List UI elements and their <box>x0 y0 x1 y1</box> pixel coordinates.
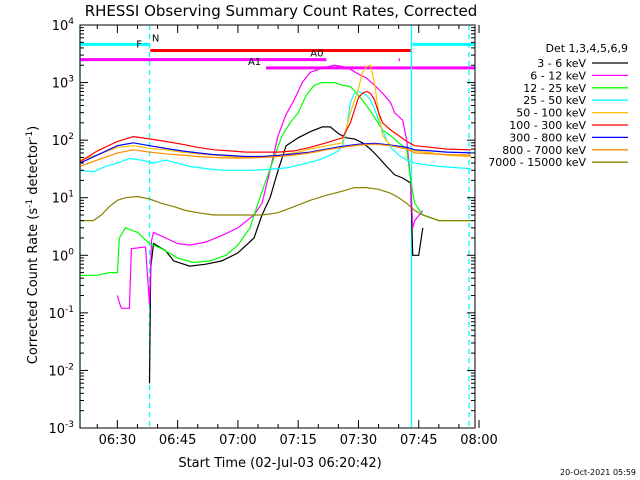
series-line <box>116 64 424 309</box>
y-tick-label: 10-1 <box>48 305 74 322</box>
y-tick-exponent: -1 <box>65 305 74 315</box>
y-tick-exponent: 3 <box>68 75 74 85</box>
x-tick-label: 07:45 <box>400 433 437 448</box>
y-tick-exponent: 1 <box>68 190 74 200</box>
y-tick-label: 100 <box>52 247 75 264</box>
x-tick-label: 07:00 <box>219 433 256 448</box>
y-tick-label: 103 <box>52 75 74 92</box>
legend-label: 25 - 50 keV <box>523 94 586 107</box>
state-bar-label: A0 <box>310 49 323 60</box>
y-tick-label: 102 <box>52 132 74 149</box>
y-tick-base: 10 <box>52 134 69 149</box>
legend-label: 50 - 100 keV <box>516 107 586 120</box>
legend-label: 300 - 800 keV <box>509 131 586 144</box>
series-line <box>148 126 424 384</box>
y-tick-exponent: 0 <box>68 247 74 257</box>
y-tick-base: 10 <box>52 19 69 34</box>
y-tick-exponent: 4 <box>68 17 74 27</box>
y-axis-label-main: Corrected Count Rate (s <box>26 208 41 365</box>
y-axis-label-mid: detector <box>26 139 41 199</box>
y-tick-base: 10 <box>52 192 69 207</box>
y-axis-label-sup1: -1 <box>25 199 35 208</box>
y-tick-exponent: 2 <box>68 132 74 142</box>
series-line <box>79 90 472 173</box>
y-axis-label-sup2: -1 <box>25 131 35 140</box>
state-bar-label: N <box>152 33 159 44</box>
y-tick-label: 101 <box>52 190 74 207</box>
legend-title: Det 1,3,4,5,6,9 <box>545 42 628 55</box>
series-line <box>79 143 472 167</box>
y-tick-label: 10-3 <box>48 420 74 437</box>
plot-frame <box>79 24 476 429</box>
state-bar-label: F <box>136 40 142 51</box>
chart-title: RHESSI Observing Summary Count Rates, Co… <box>85 2 478 20</box>
x-tick-label: 08:00 <box>460 433 497 448</box>
y-tick-base: 10 <box>52 249 69 264</box>
y-tick-base: 10 <box>48 364 65 379</box>
y-tick-exponent: -2 <box>65 362 74 372</box>
legend-label: 800 - 7000 keV <box>502 144 586 157</box>
legend-label: 7000 - 15000 keV <box>488 156 586 169</box>
x-tick-label: 06:30 <box>99 433 136 448</box>
x-tick-label: 06:45 <box>159 433 196 448</box>
state-bar-label: A1 <box>248 57 261 68</box>
footer-timestamp: 20-Oct-2021 05:59 <box>560 468 636 477</box>
series-line <box>79 90 472 163</box>
y-axis-label: Corrected Count Rate (s-1 detector-1) <box>25 126 41 364</box>
y-tick-exponent: -3 <box>65 420 74 430</box>
legend-label: 6 - 12 keV <box>530 69 586 82</box>
series-line <box>79 142 472 164</box>
legend-label: 12 - 25 keV <box>523 82 586 95</box>
x-tick-label: 07:30 <box>340 433 377 448</box>
y-axis-label-end: ) <box>26 126 41 131</box>
x-tick-label: 07:15 <box>279 433 316 448</box>
y-tick-label: 10-2 <box>48 362 74 379</box>
y-tick-label: 104 <box>52 17 75 34</box>
series-line <box>80 82 471 276</box>
y-tick-base: 10 <box>48 422 65 437</box>
y-tick-base: 10 <box>52 77 69 92</box>
x-axis-label: Start Time (02-Jul-03 06:20:42) <box>178 456 381 471</box>
legend-label: 100 - 300 keV <box>509 119 586 132</box>
legend-label: 3 - 6 keV <box>537 57 586 70</box>
series-line <box>80 187 471 222</box>
y-tick-base: 10 <box>48 307 65 322</box>
